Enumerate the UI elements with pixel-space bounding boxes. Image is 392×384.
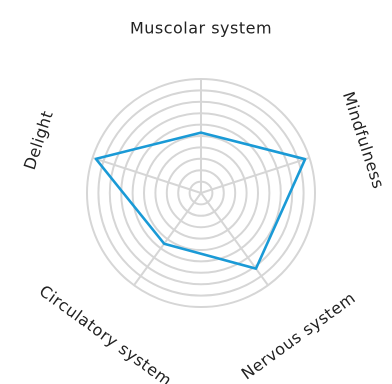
radar-grid [86, 78, 316, 308]
axis-label: Mindfulness [339, 89, 388, 191]
axis-label: Muscolar system [130, 19, 272, 38]
axis-spoke [133, 192, 202, 286]
axis-label: Delight [20, 108, 57, 172]
axis-spoke [200, 156, 310, 194]
series-polygon [94, 131, 307, 270]
axis-labels: Muscolar system Mindfulness Nervous system… [20, 19, 388, 384]
axis-spoke [92, 156, 202, 194]
axis-label: Nervous system [238, 288, 359, 383]
radar-series [94, 131, 307, 270]
axis-spoke [200, 192, 269, 286]
